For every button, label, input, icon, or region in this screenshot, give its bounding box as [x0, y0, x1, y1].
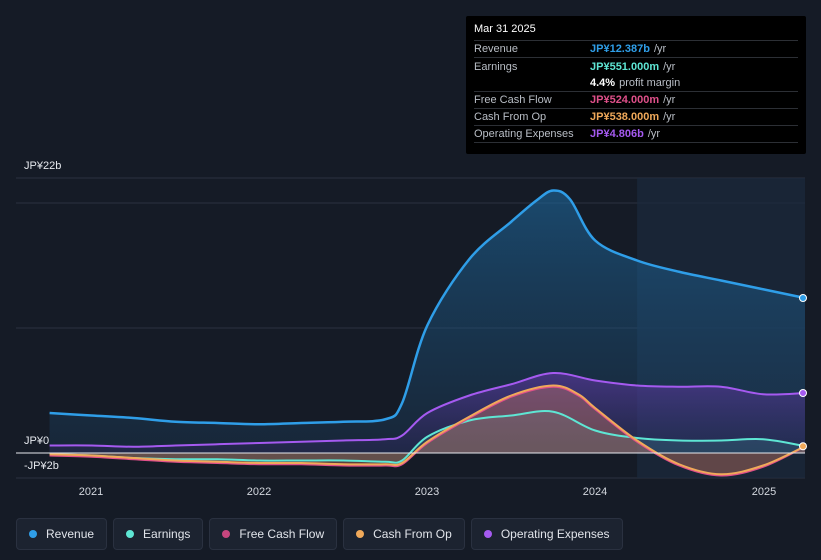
tooltip-value: JP¥4.806b	[590, 128, 644, 140]
tooltip-unit: /yr	[653, 43, 667, 55]
tooltip-unit: /yr	[663, 111, 676, 123]
tooltip-row-cfo: Cash From Op JP¥538.000m /yr	[474, 109, 798, 126]
legend-dot-icon	[483, 530, 492, 538]
tooltip-value: JP¥538.000m	[590, 111, 660, 123]
legend-label: Revenue	[46, 527, 95, 541]
cash-from-op-end-marker	[799, 442, 807, 451]
tooltip-unit: /yr	[647, 128, 661, 140]
tooltip-value: JP¥524.000m	[590, 94, 660, 106]
tooltip-row-opex: Operating Expenses JP¥4.806b /yr	[474, 126, 798, 143]
x-tick-label: 2023	[414, 486, 440, 498]
revenue-line	[49, 189, 806, 426]
x-tick-label: 2025	[751, 486, 777, 498]
legend-label: Cash From Op	[373, 527, 452, 541]
tooltip-date: Mar 31 2025	[474, 23, 798, 41]
y-label-zero: JP¥0	[24, 435, 50, 447]
legend-dot-icon	[29, 530, 37, 538]
tooltip-value: JP¥551.000m	[590, 60, 660, 73]
x-tick-label: 2021	[78, 486, 104, 498]
chart-legend: Revenue Earnings Free Cash Flow Cash Fro…	[16, 518, 623, 550]
legend-label: Earnings	[143, 527, 191, 541]
data-tooltip: Mar 31 2025 Revenue JP¥12.387b /yr Earni…	[466, 16, 806, 154]
legend-item-earnings[interactable]: Earnings	[113, 518, 204, 550]
tooltip-row-revenue: Revenue JP¥12.387b /yr	[474, 41, 798, 58]
tooltip-row-earnings: Earnings JP¥551.000m /yr	[474, 58, 798, 75]
legend-label: Operating Expenses	[500, 527, 610, 541]
legend-dot-icon	[222, 530, 231, 538]
legend-dot-icon	[126, 530, 135, 538]
tooltip-row-margin: 4.4% profit margin	[474, 75, 798, 92]
legend-item-free-cash-flow[interactable]: Free Cash Flow	[209, 518, 338, 550]
tooltip-label: Earnings	[474, 60, 518, 73]
revenue-end-marker	[799, 294, 807, 302]
tooltip-unit: /yr	[663, 60, 676, 73]
operating-expenses-line	[49, 371, 806, 448]
tooltip-value: JP¥12.387b	[590, 43, 650, 55]
legend-dot-icon	[356, 530, 365, 538]
legend-item-cash-from-op[interactable]: Cash From Op	[343, 518, 465, 550]
y-label-top: JP¥22b	[24, 160, 62, 172]
legend-item-operating-expenses[interactable]: Operating Expenses	[470, 518, 623, 550]
tooltip-row-fcf: Free Cash Flow JP¥524.000m /yr	[474, 92, 798, 109]
tooltip-label: Cash From Op	[474, 111, 547, 123]
operating-expenses-area	[49, 372, 806, 453]
tooltip-label: Operating Expenses	[474, 128, 574, 140]
legend-item-revenue[interactable]: Revenue	[16, 518, 108, 550]
tooltip-unit: profit margin	[619, 77, 681, 89]
tooltip-label: Free Cash Flow	[474, 94, 552, 106]
y-label-bottom: -JP¥2b	[24, 460, 59, 472]
cash-from-op-area	[49, 385, 806, 475]
cash-from-op-line	[49, 384, 806, 476]
tooltip-value: 4.4%	[590, 77, 616, 89]
x-tick-label: 2024	[582, 486, 608, 498]
operating-expenses-end-marker	[799, 389, 807, 397]
x-tick-label: 2022	[246, 486, 272, 498]
tooltip-label: Revenue	[474, 43, 519, 55]
free-cash-flow-line	[49, 385, 806, 477]
earnings-line	[49, 410, 806, 464]
tooltip-unit: /yr	[663, 94, 676, 106]
legend-label: Free Cash Flow	[239, 527, 325, 541]
